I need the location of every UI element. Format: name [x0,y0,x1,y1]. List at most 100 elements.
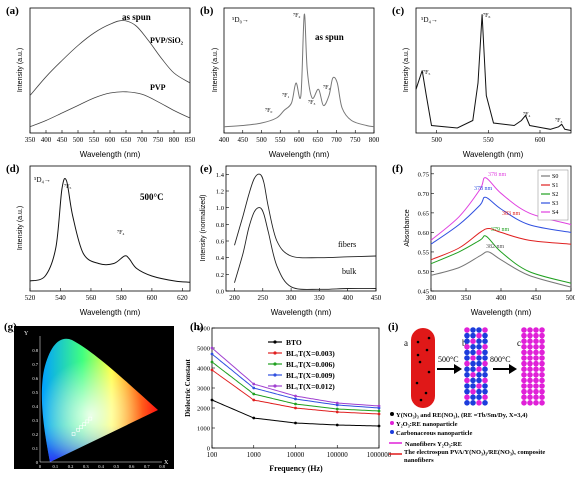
y2o3-particle [521,360,527,367]
y2o3-particle [521,394,527,401]
panel-b-frame [223,7,375,134]
panel-f-peak-s2: 379 nm [491,227,510,233]
precursor-dot [424,391,428,395]
panel-f-series-s2 [430,235,572,284]
y2o3-particle [482,394,488,401]
panel-h-point [210,360,214,364]
panel-d-xlabel: Wavelength (nm) [80,308,141,317]
y2o3-particle [521,344,527,350]
carbon-particle [476,394,482,401]
carbon-particle [482,338,488,345]
panel-e-ytick-label: 1.4 [216,172,225,179]
carbon-particle [482,332,488,339]
y2o3-particle [470,355,476,361]
panel-g-ylabel: Y [24,331,29,337]
panel-e-series-bulk [234,207,377,290]
panel-f-ytick-label: 0.65 [418,210,429,217]
panel-h-xtick-label: 1000000 [367,451,392,459]
panel-label-e: (e) [200,163,213,175]
y2o3-particle [482,344,488,350]
panel-b-series [223,13,375,128]
y2o3-particle [533,366,539,373]
panel-g-xtick-label: 0.2 [68,464,74,469]
panel-h-legend: BTO BLₓT(X=0.003) BLₓT(X=0.006) BLₓT(X=0.00… [268,338,335,391]
y2o3-particle [521,355,527,361]
panel-e-ytick-label: 1.2 [216,189,224,196]
panel-label-g: (g) [4,321,17,333]
y2o3-particle [482,360,488,367]
panel-g-point [82,422,87,427]
panel-g-ytick-label: 0.4 [32,404,38,409]
panel-h-point [377,424,381,428]
panel-e-ytick-label: 0.0 [216,289,224,296]
panel-f-ytick-label: 0.50 [418,269,429,276]
y2o3-particle [539,394,545,401]
y2o3-particle [476,332,482,339]
panel-label-f: (f) [392,163,403,175]
panel-a-series-pvpsio2 [29,20,191,96]
panel-f-legend: S0 S1 S2 S3 S4 [537,169,569,221]
y2o3-particle [539,372,545,378]
panel-a-series-pvp [29,91,191,128]
panel-e-xtick-label: 200 [229,294,240,302]
panel-h-legend-label: BLₓT(X=0.009) [286,371,335,380]
panel-d-series [29,177,191,283]
y2o3-particle [482,327,488,333]
y2o3-particle [521,372,527,378]
y2o3-particle [533,327,539,333]
panel-e-xtick-label: 350 [314,294,325,302]
panel-e-xlabel: Wavelength (nm) [271,308,332,317]
panel-h-legend-marker [273,351,277,355]
panel-a-xtick-label: 400 [41,136,52,144]
y2o3-particle [521,327,527,333]
panel-c-xtick-label: 500 [431,136,442,144]
panel-g-ytick-label: 0.3 [32,418,38,423]
panel-d: (d) 500°C ⁵D₄→ ⁷F₅ ⁷F₄ 520 540 560 580 600 62… [6,163,191,317]
panel-b-xtick-label: 800 [369,136,380,144]
panel-a-xtick-label: 850 [185,136,196,144]
panel-g-ytick-label: 0.5 [32,390,38,395]
y2o3-particle [533,383,539,389]
panel-f-ytick-label: 0.60 [418,230,429,237]
carbon-particle [482,372,488,378]
precursor-dot [425,348,429,352]
panel-f-series-s4 [430,177,572,241]
carbon-particle [476,372,482,378]
panel-e-xtick-label: 300 [286,294,297,302]
panel-label-h: (h) [190,321,204,333]
panel-h-point [252,416,256,420]
y2o3-particle [464,327,470,333]
panel-b-xtick-label: 650 [313,136,324,144]
panel-f-ytick-label: 0.70 [418,191,429,198]
panel-c-ylabel: Intensity (a.u.) [403,48,410,92]
legend-black-dot [390,412,394,416]
panel-f-xtick-label: 450 [531,294,542,302]
y2o3-particle [539,344,545,350]
panel-g-point [71,432,76,436]
carbon-particle [476,377,482,384]
precursor-dot [418,360,422,364]
panel-g-point [76,427,80,432]
arrow-1-head [454,364,462,374]
panel-b-xtick-label: 750 [350,136,361,144]
panel-e-ytick-label: 0.4 [216,255,225,262]
y2o3-particle [476,383,482,389]
panel-h-point [294,394,297,398]
y2o3-particle [527,394,533,401]
y2o3-particle [464,360,470,367]
panel-c-f5-label: ⁷F₅ [423,70,431,76]
y2o3-particle [470,338,476,345]
panel-h-point [252,398,256,402]
panel-a-xtick-label: 500 [73,136,84,144]
panel-d-xtick-label: 540 [55,294,66,302]
panel-h-xtick-label: 10000 [287,451,305,459]
panel-e-ytick-label: 1.0 [216,205,224,212]
panel-h-legend-label: BTO [286,338,302,347]
panel-d-ylabel: Intensity (a.u.) [17,206,24,250]
carbon-particle [470,349,476,356]
step-label-a: a [404,338,408,348]
panel-label-d: (d) [6,163,20,175]
panel-a-xtick-label: 350 [25,136,36,144]
panel-e-xtick-label: 400 [342,294,353,302]
panel-e-ytick-label: 0.6 [216,239,225,246]
